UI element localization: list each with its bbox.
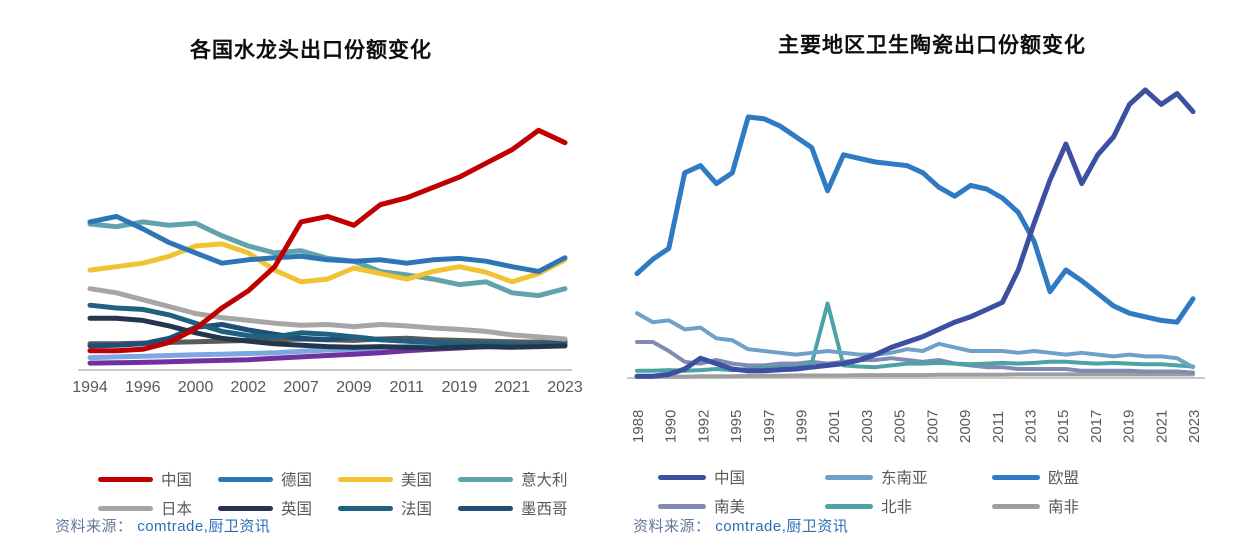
legend-label-china: 中国 [714,470,746,487]
legend-item-eu: 欧盟 [992,466,1159,488]
legend-item-mexico: 墨西哥 [458,497,578,519]
legend-label-eu: 欧盟 [1048,470,1080,487]
legend-swatch-italy [458,476,513,482]
legend-swatch-germany [218,476,273,482]
source-note-ceramics: 资料来源： comtrade,厨卫资讯 [633,515,848,536]
series-line-uk [87,315,568,351]
chart-title-ceramics: 主要地区卫生陶瓷出口份额变化 [778,34,1086,57]
legend-label-southeast-asia: 东南亚 [881,470,928,487]
legend-swatch-usa [338,476,393,482]
legend-item-usa: 美国 [338,468,458,490]
x-tick-label: 2017 [1088,410,1105,443]
source-value: comtrade,厨卫资讯 [137,518,271,535]
x-tick-label: 2007 [924,410,941,443]
legend-label-japan: 日本 [161,501,193,518]
series-line-usa [87,241,568,285]
x-tick-label: 2021 [494,379,530,396]
x-tick-label: 2011 [389,379,424,396]
legend-label-north-africa: 北非 [881,499,913,516]
x-tick-label: 2023 [1186,410,1203,443]
legend-swatch-south-africa [992,503,1040,509]
chart-title-faucet: 各国水龙头出口份额变化 [190,39,432,62]
source-label: 资料来源： [55,518,133,535]
series-line-germany [87,213,568,274]
series-line-eu [634,114,1196,325]
series-line-southeast-asia [635,311,1195,370]
x-tick-label: 1996 [125,379,161,396]
x-tick-label: 2015 [1055,410,1072,443]
faucet-line-plot: 1994 1996 2000 2002 2007 2009 2011 2019 2021 2023 [72,127,583,396]
legend-swatch-china [658,474,706,480]
legend-swatch-eu [992,474,1040,480]
legend-label-germany: 德国 [281,472,313,489]
series-line-south-america [635,340,1195,375]
legend-swatch-japan [98,505,153,511]
x-tick-label: 1990 [663,410,680,443]
legend-item-china: 中国 [98,468,218,490]
legend-swatch-north-africa [825,503,873,509]
legend-item-france: 法国 [338,497,458,519]
source-label: 资料来源： [633,518,711,535]
legend-item-southeast-asia: 东南亚 [825,466,992,488]
x-tick-label: 1999 [794,410,811,443]
x-tick-label: 2011 [990,411,1007,443]
source-value: comtrade,厨卫资讯 [715,518,849,535]
x-tick-label: 2007 [283,379,319,396]
legend-label-china: 中国 [161,472,193,489]
legend-swatch-southeast-asia [825,474,873,480]
series-line-south-africa [635,372,1195,379]
series-line-japan [87,286,568,342]
legend-item-south-america: 南美 [658,495,825,517]
legend-swatch-mexico [458,505,513,511]
series-line-france [87,302,568,348]
x-tick-label: 2021 [1153,410,1170,443]
ceramics-line-plot: 1988 1990 1992 1995 1997 1999 2001 2003 2005 2007… [627,87,1205,443]
legend-swatch-france [338,505,393,511]
series-line-china [87,127,568,354]
legend-item-china: 中国 [658,466,825,488]
x-tick-label: 2000 [178,379,214,396]
legend-faucet: 中国 德国 美国 意大利日本 英国 法国 墨西哥 [98,468,578,519]
x-tick-label: 2023 [547,379,583,396]
legend-item-north-africa: 北非 [825,495,992,517]
legend-label-usa: 美国 [401,472,433,489]
x-tick-label: 1992 [695,410,712,443]
legend-swatch-south-america [658,503,706,509]
x-tick-label: 2003 [859,410,876,443]
legend-label-mexico: 墨西哥 [521,501,568,518]
x-tick-label: 2002 [231,379,267,396]
x-tick-label: 2009 [336,379,372,396]
legend-item-uk: 英国 [218,497,338,519]
x-tick-label: 2009 [957,410,974,443]
legend-label-uk: 英国 [281,501,313,518]
legend-swatch-uk [218,505,273,511]
x-tick-label: 2019 [442,379,478,396]
x-tick-label: 2019 [1121,410,1138,443]
legend-item-south-africa: 南非 [992,495,1159,517]
legend-label-france: 法国 [401,501,433,518]
legend-item-japan: 日本 [98,497,218,519]
x-tick-label: 2013 [1022,410,1039,443]
x-tick-label: 1988 [630,410,647,443]
legend-ceramics: 中国 东南亚 欧盟南美 北非 南非 [658,466,1159,517]
legend-item-italy: 意大利 [458,468,578,490]
legend-label-italy: 意大利 [521,472,568,489]
series-line-china [634,87,1196,379]
x-tick-label: 1994 [72,379,108,396]
legend-swatch-china [98,476,153,482]
source-note-faucet: 资料来源： comtrade,厨卫资讯 [55,515,270,536]
x-tick-label: 1995 [728,410,745,443]
x-tick-label: 1997 [761,410,778,443]
legend-item-germany: 德国 [218,468,338,490]
legend-label-south-america: 南美 [714,499,746,516]
x-tick-label: 2005 [892,410,909,443]
x-tick-label: 2001 [826,410,843,443]
legend-label-south-africa: 南非 [1048,499,1080,516]
